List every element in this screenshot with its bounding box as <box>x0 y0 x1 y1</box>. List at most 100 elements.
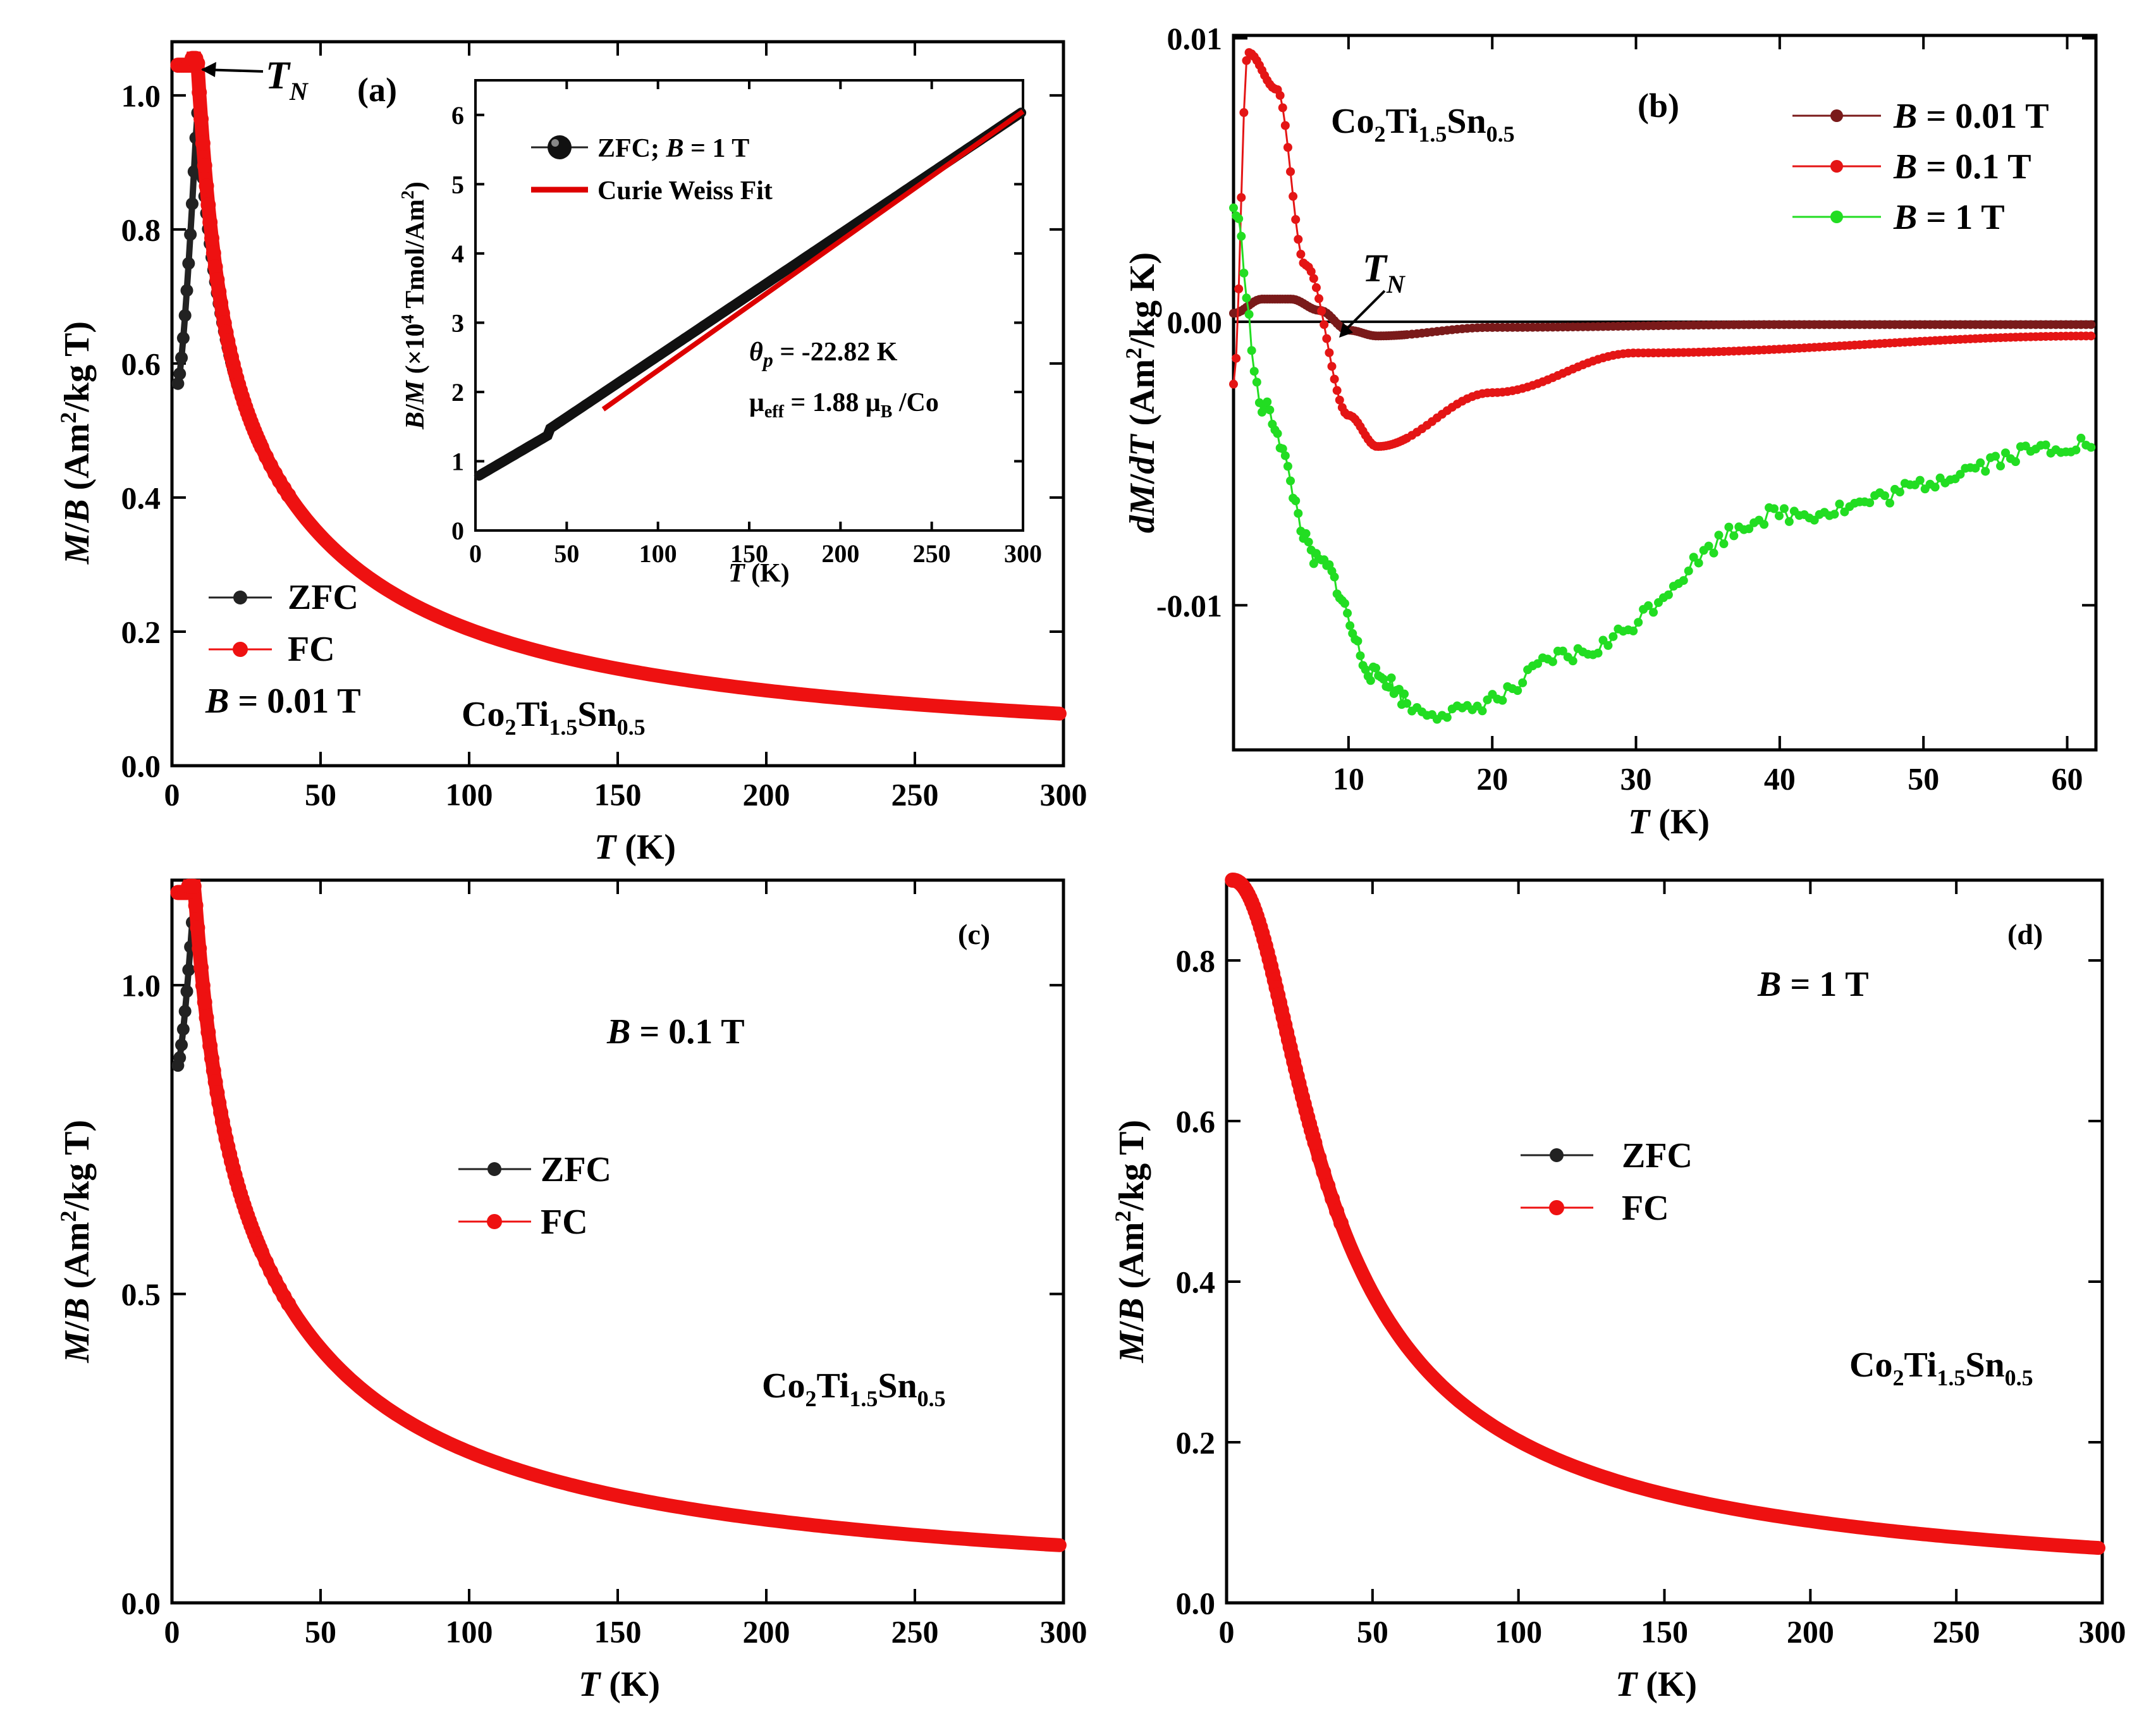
panel-b-b001-point <box>2086 320 2096 329</box>
panel-c-ytick-label: 1.0 <box>121 968 161 1003</box>
inset-plot-area <box>474 107 1027 481</box>
panel-b-xtick-label: 30 <box>1620 761 1652 797</box>
panel-a-zfc-point <box>176 331 190 345</box>
panel-b-b01-point <box>1309 274 1318 283</box>
panel-d-ytick-label: 0.6 <box>1176 1104 1216 1139</box>
panel-b-b1-point <box>1442 713 1452 722</box>
panel-b-b01-point <box>1317 306 1326 316</box>
panel-b-b1-point <box>1283 462 1292 471</box>
panel-b-b1-point <box>1548 657 1557 666</box>
panel-b-b1-point <box>1229 203 1238 212</box>
panel-b-ytick-label: 0.01 <box>1167 21 1223 56</box>
panel-a-zfc-point <box>187 165 200 178</box>
panel-a-label: (a) <box>357 71 397 109</box>
panel-b-legend-b001: B = 0.01 T <box>1893 97 2049 136</box>
panel-d-fc-point <box>1325 1191 1340 1206</box>
panel-b-b1-point <box>1714 530 1724 540</box>
panel-b-xtick-label: 20 <box>1476 761 1508 797</box>
panel-b-b1-point <box>1343 608 1352 618</box>
panel-b-b01-point <box>2086 331 2096 341</box>
panel-b-b1-point <box>1265 405 1275 415</box>
panel-b-b1-point <box>1644 601 1653 610</box>
panel-b-b1-point <box>1991 451 2000 461</box>
panel-b-b1-point <box>1679 576 1688 585</box>
panel-a-ytick-label: 0.4 <box>121 480 161 515</box>
inset-legend-zfc: ZFC; B = 1 T <box>597 134 749 163</box>
panel-c-xtick-label: 200 <box>743 1614 790 1650</box>
panel-d-xtick-label: 200 <box>1787 1614 1834 1650</box>
panel-b-b1-point <box>1304 537 1313 547</box>
inset-xtick-label: 100 <box>639 539 677 568</box>
panel-b-b1-point <box>1729 531 1739 541</box>
panel-b-b01-point <box>1242 56 1251 65</box>
inset-mueff-label: μeff = 1.88 μB /Co <box>749 388 939 422</box>
panel-c-plot-area <box>170 878 1067 1552</box>
panel-b-b1-point <box>1478 706 1487 716</box>
panel-d-label: (d) <box>2007 918 2043 950</box>
panel-a-tn-arrowhead <box>201 62 216 77</box>
panel-b-b1-point <box>1280 451 1290 460</box>
panel-b-b1-point <box>1744 524 1754 534</box>
panel-b-b01-point <box>1332 386 1342 395</box>
inset-ticks: 0 50 100 150 200 250 300 0 1 2 3 4 5 6 <box>451 80 1042 568</box>
panel-b-frame <box>1232 34 2098 752</box>
panel-c-zfc-point <box>173 1051 187 1064</box>
panel-d-compound: Co2Ti1.5Sn0.5 <box>1849 1346 2033 1390</box>
panel-b-b01-point <box>1239 108 1249 118</box>
panel-b-b1-point <box>1865 498 1875 508</box>
panel-b-compound: Co2Ti1.5Sn0.5 <box>1331 102 1515 147</box>
panel-b-b1-point <box>1694 558 1703 568</box>
panel-a-ytick-label: 0.8 <box>121 212 161 247</box>
panel-b-b1-point <box>1361 665 1370 675</box>
panel-b-b01-point <box>1286 167 1295 176</box>
panel-c-zfc-point <box>182 963 195 976</box>
panel-b-b1-point <box>1252 377 1261 387</box>
panel-b-b1-point <box>1835 500 1844 509</box>
panel-c-fc-point <box>281 1296 297 1312</box>
panel-b-b1-point <box>2086 443 2096 452</box>
panel-b-tn-arrow <box>1340 290 1386 335</box>
panel-b-b1-point <box>1249 367 1259 376</box>
panel-b-b1-point <box>1915 475 1925 485</box>
panel-b-b1-point <box>1244 310 1254 319</box>
panel-b-b1-point <box>1760 520 1769 529</box>
panel-b-b1-point <box>1770 504 1779 513</box>
panel-d-xtick-label: 100 <box>1495 1614 1542 1650</box>
panel-c-legend-fc: FC <box>541 1203 588 1242</box>
panel-b-b01-point <box>1330 374 1339 384</box>
panel-b-b1-point <box>1356 651 1365 661</box>
panel-b-b1-point <box>1830 510 1839 519</box>
panel-b-b01-point <box>1289 192 1298 201</box>
panel-b-b1-point <box>1242 293 1251 303</box>
inset-ytick-label: 3 <box>451 309 464 337</box>
panel-b-b01-point <box>1306 267 1316 276</box>
panel-b-b1-point <box>1880 491 1890 500</box>
panel-b-b1-point <box>1366 676 1375 685</box>
panel-b-b1-point <box>1629 626 1638 635</box>
panel-d-fc-point <box>1311 1150 1327 1165</box>
panel-b-b1-point <box>1895 487 1904 497</box>
panel-b-b1-point <box>1291 496 1301 506</box>
panel-d-ytick-label: 0.4 <box>1176 1265 1216 1300</box>
panel-a-xtick-label: 200 <box>743 777 790 812</box>
panel-a-zfc-point <box>182 257 195 270</box>
panel-d-fc-point <box>1320 1178 1336 1194</box>
panel-c-fc-point <box>204 1051 219 1067</box>
panel-d-fc-point <box>1316 1164 1332 1180</box>
inset-xtick-label: 250 <box>913 539 951 568</box>
panel-b-b01-point <box>1237 193 1246 202</box>
panel-b-b1-point <box>1237 231 1246 241</box>
panel-c-xtick-label: 50 <box>305 1614 336 1650</box>
panel-b-b1-point <box>1387 673 1396 683</box>
panel-b-b01-point <box>1335 395 1344 405</box>
panel-b-b1-point <box>1774 511 1784 520</box>
panel-b-b1-point <box>1273 429 1282 438</box>
panel-b-xtick-label: 60 <box>2052 761 2083 797</box>
panel-b-legend: B = 0.01 T B = 0.1 T B = 1 T <box>1792 97 2049 237</box>
panel-b-b1-point <box>1533 659 1543 668</box>
panel-b-b1-point <box>1330 572 1339 582</box>
panel-c-legend: ZFC FC <box>458 1150 611 1242</box>
panel-c-ytick-label: 0.0 <box>121 1586 161 1621</box>
panel-d-legend: ZFC FC <box>1521 1136 1693 1228</box>
panel-c-fc-point <box>200 1024 216 1040</box>
